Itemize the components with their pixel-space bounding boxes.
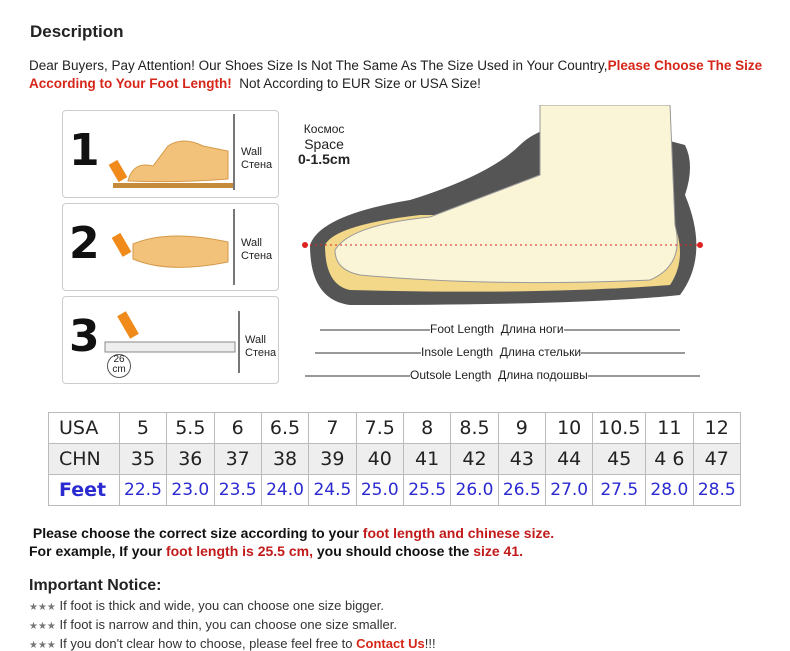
size-cell: 7: [308, 412, 357, 444]
size-cell: 24.0: [260, 474, 310, 506]
size-cell: 6: [213, 412, 262, 444]
size-cell: 5.5: [166, 412, 215, 444]
size-table: USA 5 5.5 6 6.5 7 7.5 8 8.5 9 10 10.5 11 12 CHN 35 36 37 3…: [48, 412, 742, 506]
step-1-panel: 1 Wall Стена: [62, 110, 279, 198]
page-title: Description: [30, 22, 124, 41]
insole-length-label: Insole Length Длина стельки: [421, 345, 582, 359]
space-label: Космос Space 0-1.5cm: [298, 122, 351, 167]
guide-line-1: Please choose the correct size according…: [29, 525, 555, 541]
row-label: Feet: [48, 474, 120, 506]
notice-item: ★★★ If foot is narrow and thin, you can …: [29, 617, 397, 632]
size-cell: 24.5: [308, 474, 357, 506]
size-cell: 43: [497, 443, 547, 475]
size-cell: 11: [645, 412, 694, 444]
size-cell: 8.5: [450, 412, 499, 444]
guide-line-2: For example, If your foot length is 25.5…: [29, 543, 524, 559]
size-cell: 12: [692, 412, 742, 444]
size-cell: 7.5: [355, 412, 404, 444]
size-cell: 35: [118, 443, 168, 475]
size-row-chn: CHN 35 36 37 38 39 40 41 42 43 44 45 4 6 47: [48, 443, 742, 475]
size-cell: 25.0: [355, 474, 404, 506]
contact-us-link[interactable]: Contact Us: [356, 636, 425, 651]
notice-item: ★★★ If you don't clear how to choose, pl…: [29, 636, 436, 651]
size-cell: 23.0: [166, 474, 215, 506]
size-cell: 4 6: [645, 443, 694, 475]
size-cell: 44: [545, 443, 594, 475]
size-cell: 38: [260, 443, 310, 475]
size-row-feet: Feet 22.5 23.0 23.5 24.0 24.5 25.0 25.5 26.0 26.5…: [48, 474, 742, 506]
size-cell: 10: [545, 412, 594, 444]
size-cell: 27.0: [545, 474, 594, 506]
size-cell: 8: [402, 412, 452, 444]
size-cell: 6.5: [260, 412, 310, 444]
size-cell: 9: [497, 412, 547, 444]
size-cell: 26.5: [497, 474, 547, 506]
row-label: USA: [48, 412, 120, 444]
ruler-badge: 26 cm: [107, 354, 131, 378]
step-2-panel: 2 Wall Стена: [62, 203, 279, 291]
size-cell: 25.5: [402, 474, 452, 506]
notice-item: ★★★ If foot is thick and wide, you can c…: [29, 598, 384, 613]
size-cell: 36: [166, 443, 215, 475]
size-cell: 23.5: [213, 474, 262, 506]
size-cell: 41: [402, 443, 452, 475]
size-cell: 37: [213, 443, 262, 475]
foot-diagram: [302, 105, 703, 377]
size-cell: 26.0: [450, 474, 499, 506]
size-cell: 10.5: [592, 412, 647, 444]
outsole-length-label: Outsole Length Длина подошвы: [410, 368, 588, 382]
size-cell: 45: [592, 443, 647, 475]
size-cell: 22.5: [118, 474, 168, 506]
size-cell: 28.5: [692, 474, 742, 506]
row-label: CHN: [48, 443, 120, 475]
size-row-usa: USA 5 5.5 6 6.5 7 7.5 8 8.5 9 10 10.5 11 12: [48, 412, 742, 444]
size-cell: 42: [450, 443, 499, 475]
notice-title: Important Notice:: [29, 577, 162, 594]
size-cell: 40: [355, 443, 404, 475]
foot-length-label: Foot Length Длина ноги: [430, 322, 564, 336]
size-cell: 5: [118, 412, 168, 444]
size-cell: 39: [308, 443, 357, 475]
size-cell: 28.0: [645, 474, 694, 506]
size-cell: 27.5: [592, 474, 647, 506]
intro-text: Dear Buyers, Pay Attention! Our Shoes Si…: [29, 58, 763, 91]
size-cell: 47: [692, 443, 742, 475]
step-3-panel: 3 26 cm Wall Стена: [62, 296, 279, 384]
